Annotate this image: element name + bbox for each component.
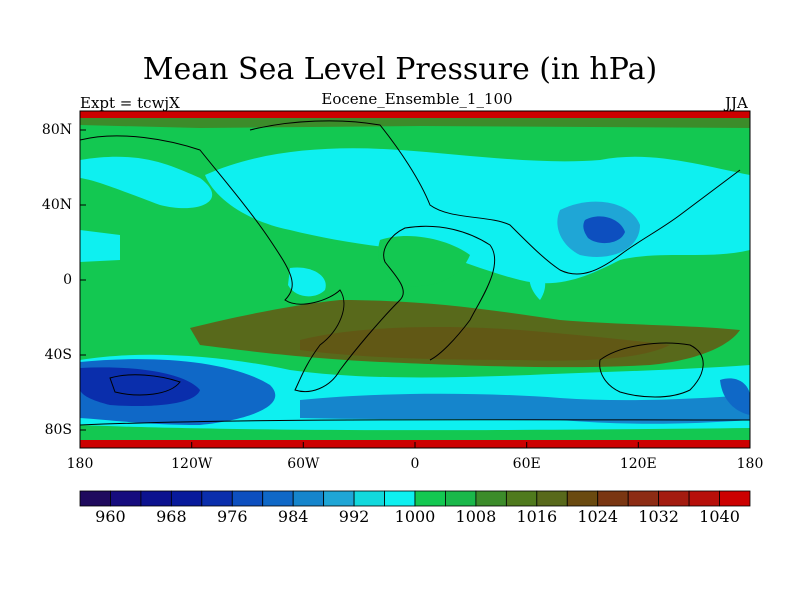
colorbar-swatch xyxy=(536,490,568,507)
colorbar-label: 1024 xyxy=(577,507,619,526)
colorbar-label: 960 xyxy=(95,507,126,526)
colorbar-swatch xyxy=(292,490,325,507)
y-tick-label: 0 xyxy=(63,272,72,288)
colorbar-label: 968 xyxy=(156,507,187,526)
colorbar-swatch xyxy=(475,490,507,507)
ensemble-subtitle: Eocene_Ensemble_1_100 xyxy=(321,90,513,108)
colorbar-swatch xyxy=(262,490,294,507)
colorbar-swatch xyxy=(688,490,720,507)
colorbar-swatch xyxy=(110,490,142,507)
arctic-ridge xyxy=(80,118,750,128)
y-tick-label: 80S xyxy=(44,422,72,438)
southern-island-coast xyxy=(109,374,181,396)
page-title: Mean Sea Level Pressure (in hPa) xyxy=(142,52,658,87)
x-tick-label: 120W xyxy=(171,456,213,472)
african-mid-region xyxy=(378,235,470,287)
colorbar-swatch xyxy=(414,490,446,507)
north-pole-band xyxy=(80,111,750,118)
circumpolar-low-trough xyxy=(300,393,750,424)
colorbar-swatch xyxy=(505,490,538,507)
colorbar-swatch xyxy=(140,490,172,507)
x-tick-label: 180 xyxy=(66,456,94,472)
south-american-low xyxy=(288,267,326,297)
x-tick-label: 120E xyxy=(619,456,657,472)
australia-coast xyxy=(599,342,704,398)
colorbar-label: 976 xyxy=(216,507,248,526)
indian-ocean-low xyxy=(529,269,546,300)
antarctic-coast xyxy=(79,419,751,426)
x-tick-label: 0 xyxy=(410,456,420,472)
asian-low-core xyxy=(583,216,625,244)
colorbar-swatch xyxy=(384,490,416,507)
coastlines xyxy=(79,120,751,426)
colorbar-swatch xyxy=(170,490,203,507)
colorbar-label: 992 xyxy=(338,507,370,526)
colorbar-swatch xyxy=(445,490,477,507)
colorbar-swatch xyxy=(79,490,111,507)
colorbar-swatch xyxy=(658,490,690,507)
subtropical-high-core xyxy=(300,327,670,361)
x-tick-label: 180 xyxy=(736,456,764,472)
y-tick-label: 40N xyxy=(41,197,72,213)
axis-ticks xyxy=(80,129,639,448)
antarctic-rim xyxy=(80,425,750,440)
eurasian-coast xyxy=(249,120,741,275)
season-label: JJA xyxy=(725,94,748,112)
colorbar-label: 1008 xyxy=(455,507,497,526)
colorbar-label: 1040 xyxy=(699,507,740,526)
x-tick-label: 60E xyxy=(512,456,541,472)
colorbar-label: 1016 xyxy=(516,507,558,526)
colorbar-swatch xyxy=(627,490,660,507)
southeast-pacific-low xyxy=(720,378,750,415)
americas-africa-coast xyxy=(79,135,496,393)
experiment-label: Expt = tcwjX xyxy=(80,94,180,112)
colorbar-swatch xyxy=(201,490,233,507)
pacific-low-region xyxy=(80,156,213,209)
east-pacific-low xyxy=(80,230,120,262)
colorbar-swatch xyxy=(353,490,385,507)
colorbar-swatch xyxy=(323,490,355,507)
colorbar-swatch xyxy=(566,490,599,507)
y-tick-label: 40S xyxy=(44,347,72,363)
colorbar-label: 984 xyxy=(277,507,309,526)
colorbar-swatch xyxy=(597,490,629,507)
colorbar-label: 1000 xyxy=(394,507,436,526)
south-pacific-low-core xyxy=(80,367,200,407)
colorbar-swatch xyxy=(719,490,751,507)
x-tick-label: 60W xyxy=(287,456,320,472)
y-tick-label: 80N xyxy=(41,122,72,138)
colorbar-swatch xyxy=(231,490,264,507)
colorbar xyxy=(79,490,751,507)
colorbar-label: 1032 xyxy=(638,507,679,526)
